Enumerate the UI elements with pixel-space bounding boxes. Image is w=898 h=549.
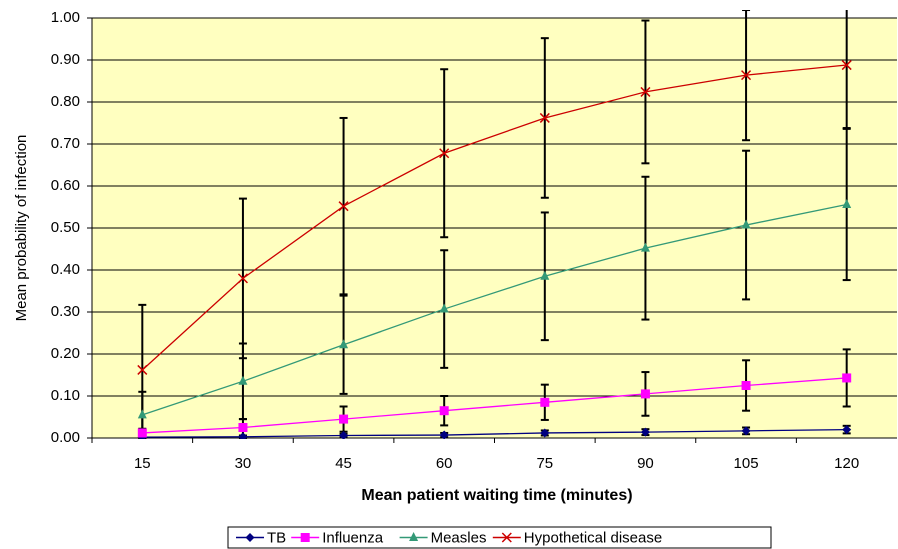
y-tick-label: 0.00 [51, 429, 80, 446]
marker [439, 430, 449, 439]
marker [339, 339, 349, 349]
series-line [141, 64, 847, 371]
marker [439, 148, 450, 159]
legend-label: TB [267, 529, 286, 546]
marker [640, 427, 650, 437]
x-tick-label: 45 [335, 455, 352, 472]
marker [841, 60, 852, 71]
marker [842, 198, 852, 208]
series-line [142, 377, 847, 434]
y-axis-title: Mean probability of infection [13, 135, 30, 322]
y-tick-label: 0.70 [51, 135, 80, 152]
marker [339, 414, 349, 424]
marker [539, 112, 550, 123]
legend-label: Measles [431, 529, 487, 546]
marker [540, 270, 550, 280]
y-tick-label: 1.00 [51, 9, 80, 26]
x-tick-label: 120 [834, 455, 859, 472]
marker [238, 432, 248, 439]
x-tick-label: 75 [536, 455, 553, 472]
marker [137, 428, 147, 438]
marker [300, 533, 310, 542]
x-tick-label: 90 [637, 455, 654, 472]
legend-label: Influenza [322, 529, 384, 546]
y-tick-label: 0.90 [51, 51, 80, 68]
series-line [142, 203, 847, 416]
marker [741, 219, 751, 229]
marker [501, 532, 512, 543]
marker [439, 303, 449, 313]
marker [640, 242, 650, 252]
marker [238, 423, 248, 432]
marker [741, 426, 751, 436]
marker [741, 70, 752, 81]
y-tick-label: 0.60 [51, 177, 80, 194]
marker [238, 375, 248, 385]
x-tick-label: 105 [734, 455, 759, 472]
x-axis-title: Mean patient waiting time (minutes) [361, 487, 632, 504]
y-tick-label: 0.20 [51, 345, 80, 362]
marker [339, 430, 349, 439]
y-tick-label: 0.50 [51, 219, 80, 236]
plot-content [137, 10, 852, 439]
marker [137, 364, 148, 375]
marker [640, 389, 650, 399]
marker [842, 373, 852, 383]
marker [640, 86, 651, 97]
series-line [142, 428, 847, 438]
x-tick-label: 30 [235, 455, 252, 472]
x-tick-label: 15 [134, 455, 151, 472]
y-tick-label: 0.10 [51, 387, 80, 404]
x-tick-label: 60 [436, 455, 453, 472]
y-tick-label: 0.40 [51, 261, 80, 278]
marker [439, 406, 449, 416]
marker [409, 532, 419, 541]
marker [338, 201, 349, 212]
marker [540, 397, 550, 407]
marker [237, 273, 248, 284]
y-tick-label: 0.30 [51, 303, 80, 320]
y-tick-label: 0.80 [51, 93, 80, 110]
marker [540, 428, 550, 438]
marker [842, 425, 852, 435]
marker [741, 381, 751, 390]
marker [137, 409, 147, 419]
legend-label: Hypothetical disease [524, 529, 662, 546]
marker [245, 533, 255, 542]
